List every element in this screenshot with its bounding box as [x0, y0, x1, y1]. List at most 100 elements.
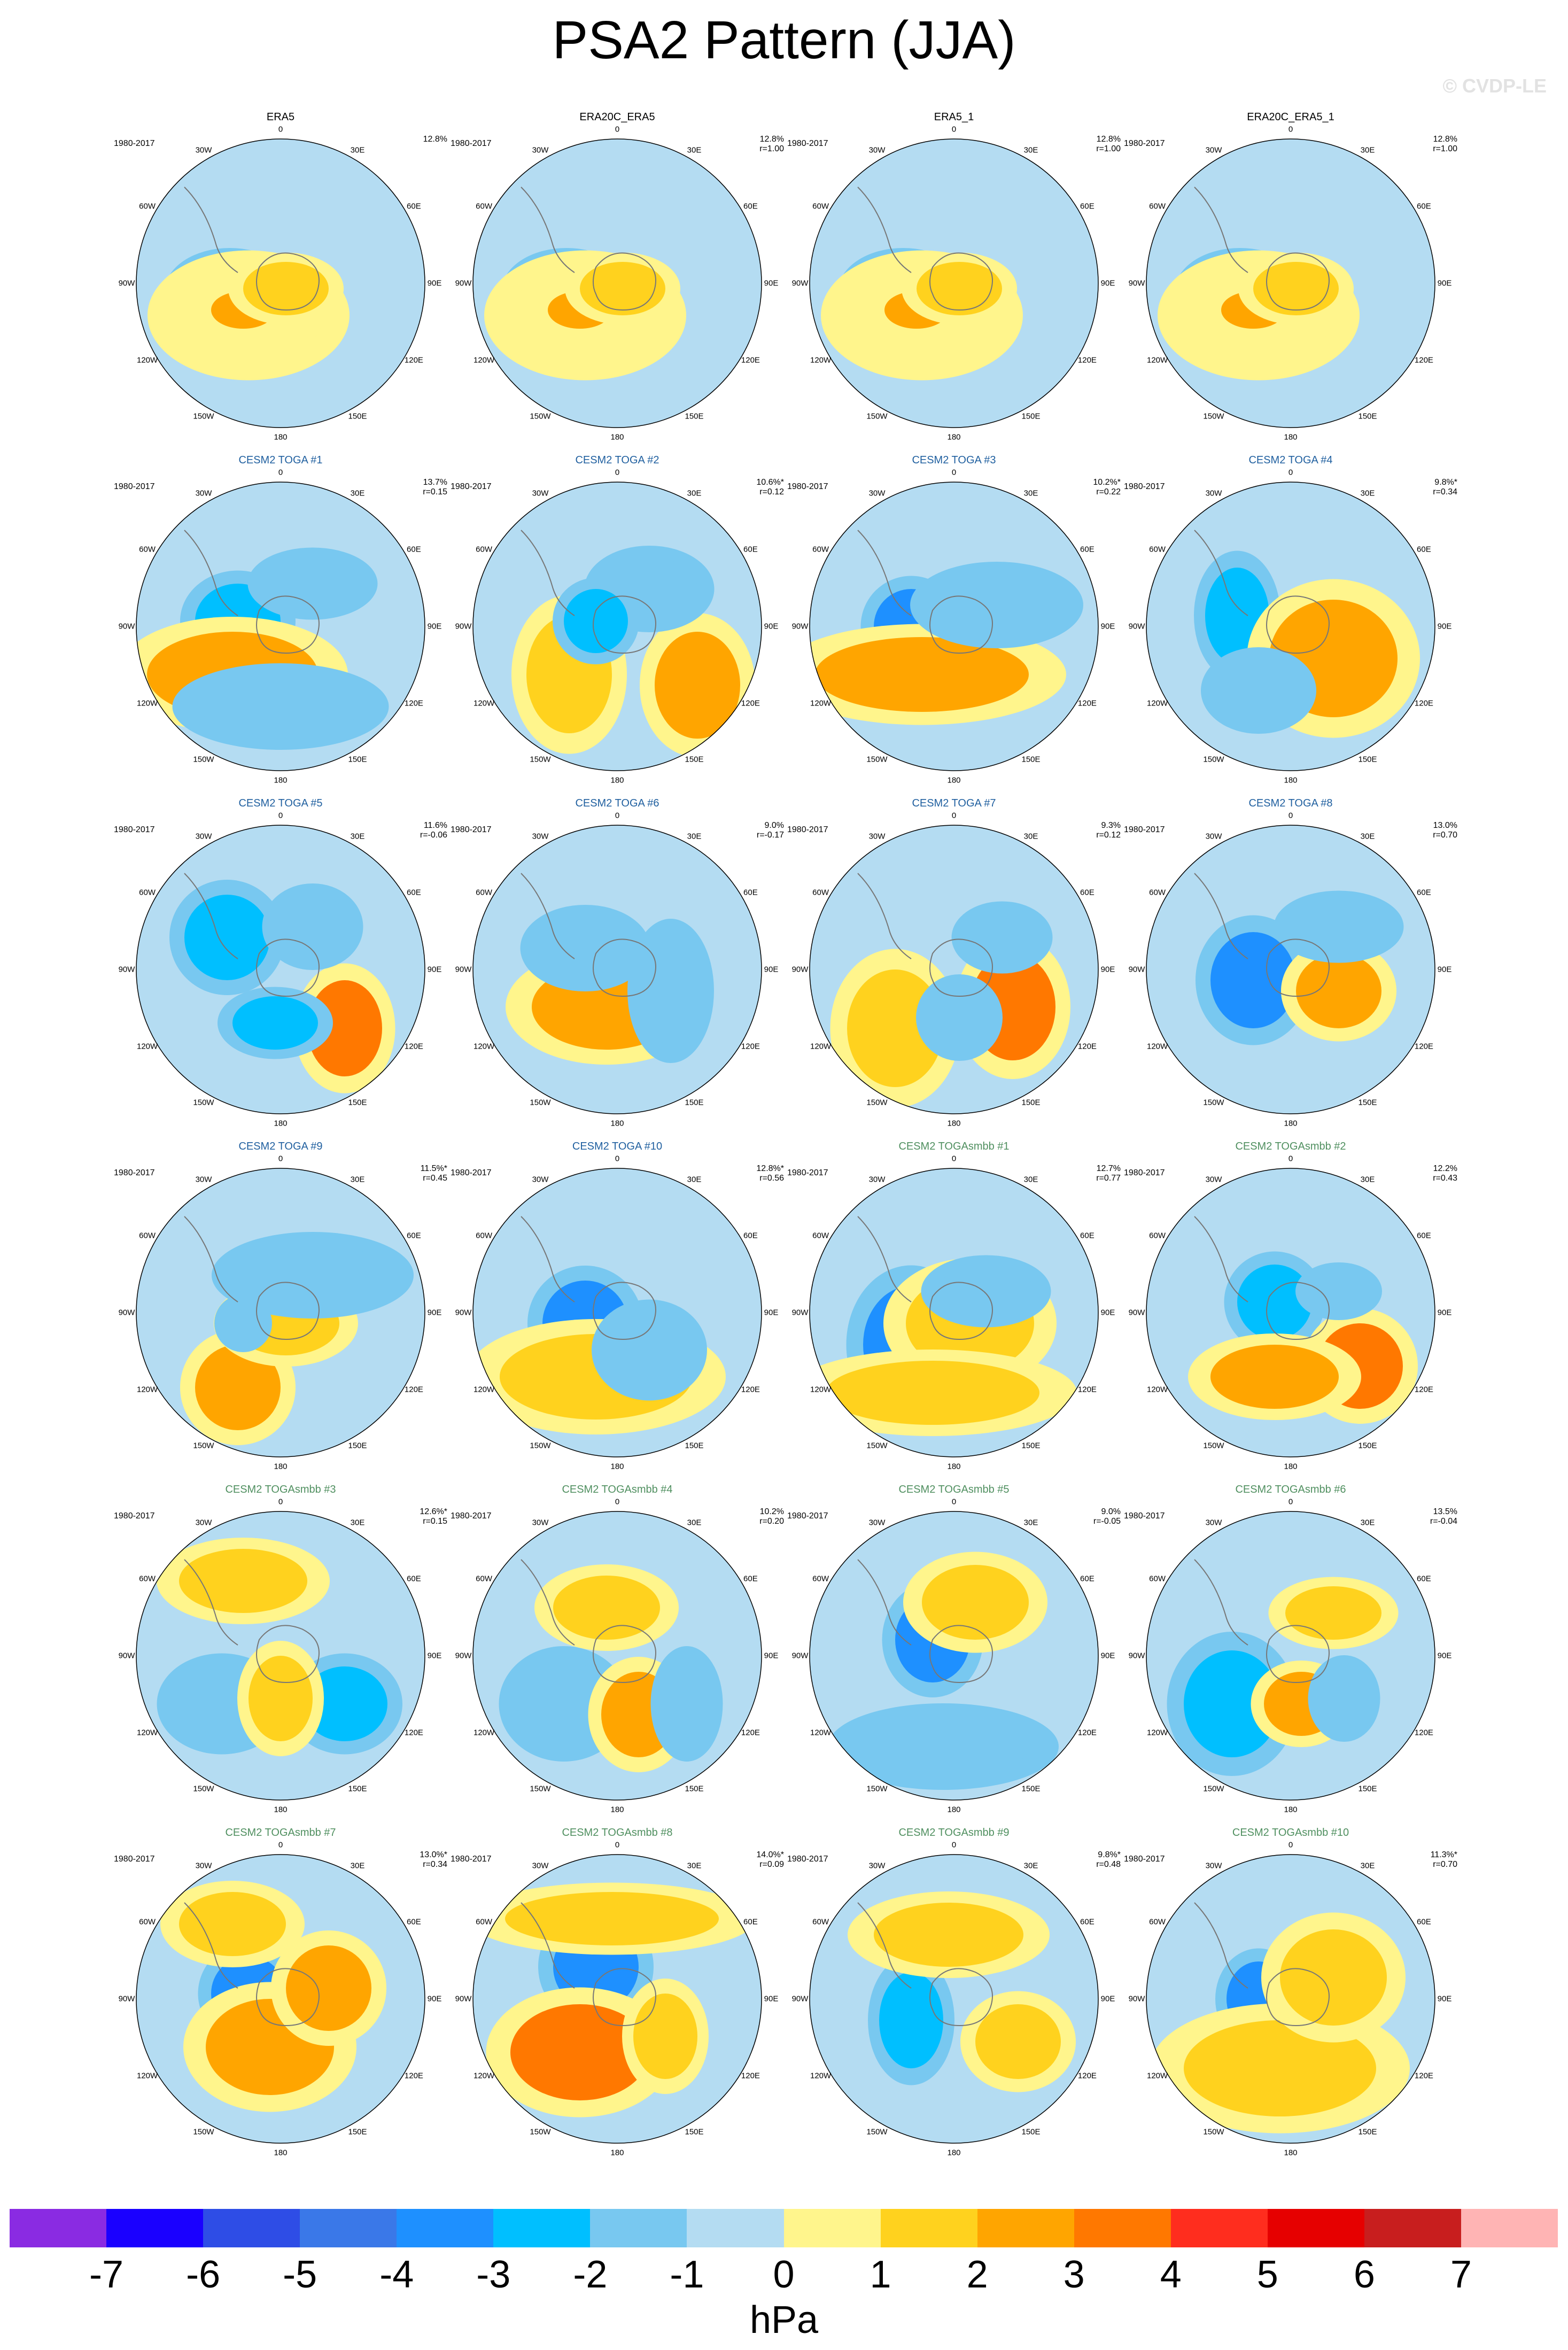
longitude-label: 60E [743, 201, 758, 211]
colorbar-swatch [397, 2209, 494, 2247]
south-america-coastline [857, 530, 912, 616]
panel-stats: 9.8%* r=0.34 [1433, 478, 1457, 497]
longitude-label: 150E [1021, 755, 1041, 764]
panel-stats: 10.6%* r=0.12 [756, 478, 784, 497]
panel-title: CESM2 TOGAsmbb #10 [1232, 1827, 1349, 1839]
panel-title: CESM2 TOGAsmbb #6 [1235, 1484, 1346, 1495]
longitude-label: 30E [687, 488, 702, 498]
panel-stats: 11.3%* r=0.70 [1431, 1850, 1457, 1870]
longitude-label: 150E [1021, 1098, 1041, 1107]
longitude-label: 0 [278, 125, 283, 134]
longitude-label: 150W [866, 755, 888, 764]
longitude-label: 150W [193, 2127, 214, 2137]
longitude-label: 150W [1203, 1441, 1224, 1451]
antarctica-coastline [1266, 252, 1330, 311]
longitude-label: 30W [868, 1861, 886, 1871]
antarctica-coastline [929, 939, 993, 997]
colorbar-swatch [203, 2209, 300, 2247]
pattern-correlation: r=0.15 [423, 487, 447, 497]
south-america-coastline [521, 187, 575, 273]
longitude-label: 120E [404, 1042, 423, 1051]
longitude-label: 0 [1288, 468, 1293, 477]
longitude-label: 120W [810, 2071, 832, 2081]
pattern-correlation: r=0.20 [759, 1517, 784, 1526]
positive-anomaly-core [286, 1945, 371, 2031]
longitude-label: 0 [278, 1840, 283, 1850]
longitude-label: 180 [610, 432, 624, 442]
longitude-label: 30W [1205, 488, 1222, 498]
south-america-coastline [857, 1216, 912, 1302]
antarctica-coastline [929, 1625, 993, 1684]
pattern-correlation: r=0.56 [759, 1174, 784, 1183]
panel-period: 1980-2017 [1124, 1855, 1165, 1864]
longitude-label: 150W [866, 2127, 888, 2137]
south-america-coastline [1194, 1216, 1248, 1302]
longitude-label: 150W [530, 755, 551, 764]
longitude-label: 120W [136, 1728, 158, 1738]
negative-anomaly-core [275, 895, 350, 959]
positive-anomaly-core [179, 1892, 286, 1956]
longitude-label: 30W [868, 145, 886, 155]
pattern-correlation: r=1.00 [1433, 144, 1457, 153]
longitude-label: 150W [530, 2127, 551, 2137]
negative-anomaly-core [660, 1661, 713, 1747]
south-america-coastline [857, 1559, 912, 1646]
longitude-label: 150E [1358, 412, 1377, 421]
panel-period: 1980-2017 [114, 1168, 155, 1177]
polar-map [1146, 138, 1435, 428]
longitude-label: 120E [741, 2071, 760, 2081]
map-boundary [1146, 482, 1435, 771]
antarctica-coastline [929, 595, 993, 654]
longitude-label: 60W [139, 888, 156, 897]
antarctica-coastline [256, 595, 320, 654]
longitude-label: 150E [1358, 2127, 1377, 2137]
longitude-label: 90W [455, 278, 472, 288]
longitude-label: 30E [1023, 145, 1038, 155]
longitude-label: 120W [1146, 2071, 1168, 2081]
longitude-label: 90E [1100, 1994, 1115, 2004]
map-panel: CESM2 TOGAsmbb #8 1980-2017 14.0%* r=0.09 0 3… [446, 1822, 788, 2165]
panel-stats: 11.6% r=-0.06 [420, 821, 447, 840]
longitude-label: 30W [195, 1518, 212, 1527]
map-boundary [1146, 1168, 1435, 1457]
negative-anomaly-core [238, 1243, 387, 1307]
longitude-label: 30W [532, 1518, 549, 1527]
explained-variance: 10.6%* [756, 478, 784, 487]
longitude-label: 90W [455, 1994, 472, 2004]
longitude-label: 0 [615, 468, 620, 477]
longitude-label: 30E [350, 1518, 365, 1527]
pattern-correlation: r=0.45 [423, 1174, 447, 1183]
longitude-label: 30E [687, 145, 702, 155]
panel-period: 1980-2017 [1124, 1168, 1165, 1177]
longitude-label: 120W [136, 699, 158, 708]
negative-anomaly-core [1184, 1650, 1280, 1757]
map-panel: CESM2 TOGAsmbb #9 1980-2017 9.8%* r=0.48 0 30… [783, 1822, 1125, 2165]
longitude-label: 0 [615, 125, 620, 134]
longitude-label: 150W [866, 412, 888, 421]
map-panel: CESM2 TOGAsmbb #3 1980-2017 12.6%* r=0.15 0 3… [110, 1479, 452, 1821]
panel-period: 1980-2017 [114, 1511, 155, 1521]
positive-anomaly-core [510, 2004, 649, 2100]
negative-anomaly-core [537, 916, 633, 980]
longitude-label: 0 [951, 1840, 957, 1850]
longitude-label: 120E [1077, 355, 1097, 365]
longitude-label: 60W [139, 1917, 156, 1927]
colorbar-swatch [1074, 2209, 1171, 2247]
longitude-label: 30W [1205, 1175, 1222, 1184]
longitude-label: 0 [278, 468, 283, 477]
longitude-label: 90E [764, 1651, 779, 1661]
longitude-label: 60W [139, 201, 156, 211]
pattern-correlation: r=0.22 [1096, 487, 1121, 497]
map-panel: CESM2 TOGA #1 1980-2017 13.7% r=0.15 0 30E 60E… [110, 450, 452, 792]
longitude-label: 30E [687, 1175, 702, 1184]
panel-stats: 9.8%* r=0.48 [1096, 1850, 1121, 1870]
positive-anomaly-core [249, 1656, 313, 1741]
antarctica-coastline [593, 252, 656, 311]
longitude-label: 90W [455, 622, 472, 631]
panel-period: 1980-2017 [787, 1855, 828, 1864]
map-boundary [809, 1168, 1099, 1457]
colorbar-tick-label: -5 [283, 2253, 317, 2296]
panel-period: 1980-2017 [451, 1511, 492, 1521]
longitude-label: 120W [1146, 1385, 1168, 1394]
longitude-label: 60W [1149, 1231, 1166, 1240]
